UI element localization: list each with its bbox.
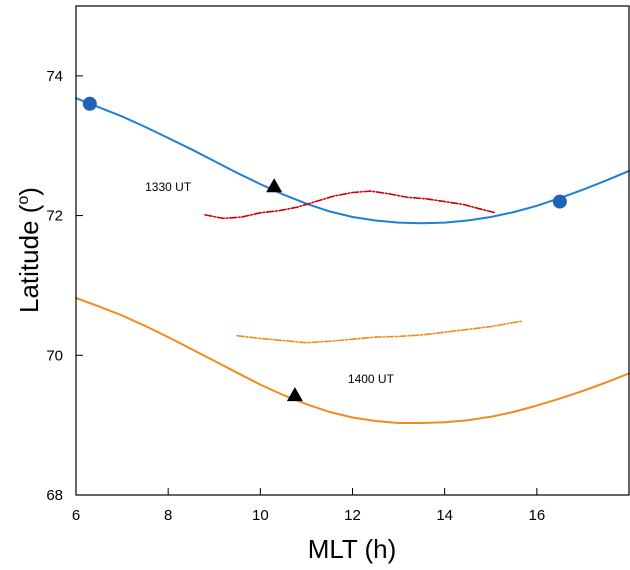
x-tick-label: 6 xyxy=(72,507,80,524)
y-tick-label: 70 xyxy=(46,347,63,364)
y-tick-label: 68 xyxy=(46,487,63,504)
series-group xyxy=(75,97,630,424)
triangle-marker-3 xyxy=(266,178,283,193)
y-axis-title-superscript: o xyxy=(15,196,32,205)
annotation-label: 1400 UT xyxy=(348,372,395,386)
y-axis-title-end: ) xyxy=(14,187,44,196)
y-axis-title-group: Latitude (o) xyxy=(14,187,44,313)
plot-frame xyxy=(75,5,630,496)
circle-marker-1 xyxy=(82,96,97,111)
x-tick-label: 10 xyxy=(252,507,269,524)
circle-marker-2 xyxy=(552,194,567,209)
x-axis-ticks: 6 8 10 12 14 16 xyxy=(72,488,545,524)
y-tick-label: 74 xyxy=(46,68,63,85)
y-axis-title-main: Latitude ( xyxy=(14,204,44,313)
series-line-2 xyxy=(75,297,630,424)
x-tick-label: 8 xyxy=(164,507,172,524)
x-tick-label: 12 xyxy=(344,507,361,524)
series-line-4 xyxy=(236,320,524,344)
series-line-3 xyxy=(204,190,497,220)
marker-group xyxy=(82,96,567,402)
x-tick-label: 14 xyxy=(436,507,453,524)
y-tick-label: 72 xyxy=(46,208,63,225)
series-line-1 xyxy=(75,97,630,225)
triangle-marker-4 xyxy=(286,387,303,402)
annotation-group: 1330 UT 1400 UT xyxy=(145,180,394,386)
x-tick-label: 16 xyxy=(528,507,545,524)
y-axis-ticks: 68 70 72 74 xyxy=(46,68,83,504)
y-axis-title: Latitude (o) xyxy=(14,187,44,313)
x-axis-title: MLT (h) xyxy=(308,534,397,564)
annotation-label: 1330 UT xyxy=(145,180,192,194)
